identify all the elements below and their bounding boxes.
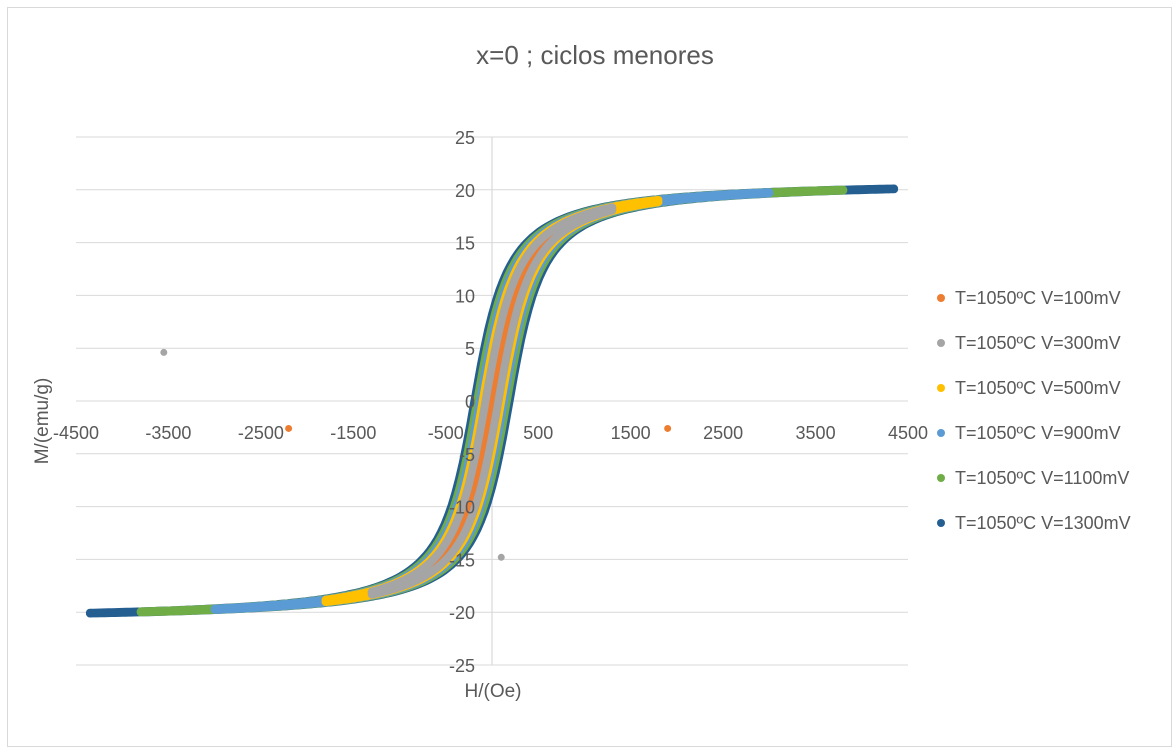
legend-label: T=1050ºC V=500mV	[955, 378, 1121, 398]
x-tick-label: 2500	[703, 423, 743, 443]
y-tick-labels: 25 20 15 10 5 0 -5 -10 -15 -20 -25	[449, 128, 475, 676]
x-tick-label: 4500	[888, 423, 928, 443]
legend: T=1050ºC V=100mV T=1050ºC V=300mV T=1050ºC…	[937, 288, 1131, 533]
x-tick-label: 500	[523, 423, 553, 443]
x-tick-label: 1500	[611, 423, 651, 443]
y-tick-label: -20	[449, 603, 475, 623]
y-tick-label: -25	[449, 656, 475, 676]
legend-entry: T=1050ºC V=100mV	[937, 288, 1121, 308]
x-tick-label: -3500	[145, 423, 191, 443]
x-tick-label: 3500	[796, 423, 836, 443]
chart-title: x=0 ; ciclos menores	[476, 40, 714, 70]
legend-entry: T=1050ºC V=1300mV	[937, 513, 1131, 533]
legend-label: T=1050ºC V=1100mV	[955, 468, 1129, 488]
y-tick-label: 25	[455, 128, 475, 148]
legend-entry: T=1050ºC V=1100mV	[937, 468, 1129, 488]
legend-label: T=1050ºC V=300mV	[955, 333, 1121, 353]
legend-marker	[937, 474, 945, 482]
legend-label: T=1050ºC V=1300mV	[955, 513, 1131, 533]
legend-label: T=1050ºC V=100mV	[955, 288, 1121, 308]
legend-entry: T=1050ºC V=500mV	[937, 378, 1121, 398]
y-tick-label: 20	[455, 181, 475, 201]
outlier-point	[664, 424, 672, 432]
x-axis-label: H/(Oe)	[465, 681, 522, 702]
y-tick-label: 0	[465, 392, 475, 412]
chart-frame: x=0 ; ciclos menores 25 20 15 10 5 0 -5 -10 -15 -…	[7, 7, 1172, 747]
y-tick-label: -10	[449, 498, 475, 518]
x-tick-label: -2500	[238, 423, 284, 443]
legend-marker	[937, 384, 945, 392]
legend-label: T=1050ºC V=900mV	[955, 423, 1121, 443]
outlier-point	[497, 553, 505, 561]
x-tick-label: -500	[428, 423, 464, 443]
x-tick-label: -4500	[53, 423, 99, 443]
hysteresis-chart: x=0 ; ciclos menores 25 20 15 10 5 0 -5 -10 -15 -…	[32, 40, 1131, 702]
x-tick-label: -1500	[330, 423, 376, 443]
y-axis-label: M/(emu/g)	[32, 378, 53, 465]
outlier-point	[160, 348, 168, 356]
series-branch	[367, 203, 617, 596]
legend-marker	[937, 294, 945, 302]
x-tick-labels: -4500 -3500 -2500 -1500 -500 500 1500 2500 3500 4…	[53, 423, 928, 443]
legend-entry: T=1050ºC V=300mV	[937, 333, 1121, 353]
legend-marker	[937, 339, 945, 347]
y-tick-label: -5	[459, 445, 475, 465]
y-tick-label: 5	[465, 339, 475, 359]
y-tick-label: 15	[455, 234, 475, 254]
y-tick-label: -15	[449, 550, 475, 570]
y-tick-label: 10	[455, 286, 475, 306]
series-layer	[85, 184, 899, 618]
legend-marker	[937, 519, 945, 527]
outlier-point	[285, 424, 293, 432]
series-branch	[367, 206, 617, 599]
legend-entry: T=1050ºC V=900mV	[937, 423, 1121, 443]
series-loop	[367, 203, 617, 599]
legend-marker	[937, 429, 945, 437]
